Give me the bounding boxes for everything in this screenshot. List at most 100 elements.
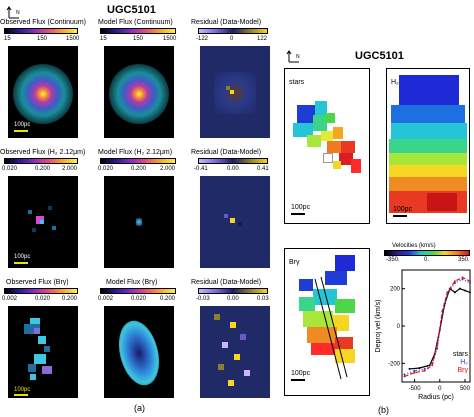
- row3-mod-label: Model Flux (Brγ): [106, 279, 157, 287]
- row2-scale-label: 100pc: [14, 253, 30, 261]
- brg-map: Brγ 100pc: [284, 248, 370, 396]
- row3-res-tick-1: 0.00: [227, 296, 239, 302]
- x-tick-label: 500: [460, 386, 471, 392]
- row2-obs-map: 100pc: [8, 176, 78, 268]
- stars-label: stars: [289, 79, 304, 87]
- x-axis-label: Radius (pc): [418, 394, 454, 401]
- h2-scale-label: 100pc: [393, 206, 412, 214]
- row2-mod-tick-1: 0.200: [131, 166, 146, 172]
- series-point-0: [459, 288, 461, 290]
- series-point-1: [424, 368, 426, 370]
- row1-mod-label: Model Flux (Continuum): [98, 19, 173, 27]
- row1-res-map: [200, 46, 270, 138]
- legend-entry: H₂: [460, 359, 468, 366]
- series-point-2: [461, 276, 463, 278]
- series-point-0: [464, 290, 466, 292]
- row1-res-tick-1: 0: [230, 36, 233, 42]
- row1-obs-label: Observed Flux (Continuum): [0, 19, 86, 27]
- velocity-bar-title: Velocities (km/s): [392, 242, 436, 250]
- y-axis-label: Deproj vel (km/s): [375, 300, 382, 353]
- compass-left: N: [6, 6, 22, 20]
- row2-res-tick-2: 0.41: [257, 166, 269, 172]
- row3-mod-colorbar: [100, 288, 176, 294]
- series-point-0: [419, 367, 421, 369]
- row1-mod-tick-1: 150: [133, 36, 143, 42]
- row3-res-colorbar: [198, 288, 268, 294]
- series-point-1: [414, 370, 416, 372]
- row3-mod-tick-2: 0.200: [160, 296, 175, 302]
- series-point-2: [431, 364, 433, 366]
- row1-mod-colorbar: [100, 28, 176, 34]
- right-title: UGC5101: [355, 50, 404, 62]
- series-point-0: [409, 368, 411, 370]
- row1-obs-tick-1: 150: [37, 36, 47, 42]
- row3-mod-tick-0: 0.002: [98, 296, 113, 302]
- y-tick-label: 0: [397, 324, 401, 330]
- row1-mod-tick-0: 15: [100, 36, 107, 42]
- stars-scale-label: 100pc: [291, 204, 310, 212]
- row3-obs-tick-0: 0.002: [2, 296, 17, 302]
- row2-obs-label: Observed Flux (H₂ 2.12μm): [0, 149, 85, 157]
- row3-res-label: Residual (Data-Model): [191, 279, 261, 287]
- stars-map: stars 100pc: [284, 68, 370, 224]
- series-point-2: [441, 310, 443, 312]
- rotation-curve-chart: -500 0 500 -200 0 200 Radius (pc) Deproj vel (k…: [374, 262, 474, 412]
- row2-res-tick-0: -0.41: [194, 166, 208, 172]
- row3-obs-tick-1: 0.020: [35, 296, 50, 302]
- legend-entry: stars: [453, 351, 469, 358]
- caption-b: (b): [378, 406, 389, 414]
- row2-res-map: [200, 176, 270, 268]
- row3-scale-label: 100pc: [14, 386, 30, 394]
- series-point-2: [436, 344, 438, 346]
- y-tick-label: -200: [388, 361, 401, 367]
- series-point-1: [404, 374, 406, 376]
- series-point-2: [414, 372, 416, 374]
- row2-obs-tick-2: 2.000: [62, 166, 77, 172]
- caption-a: (a): [134, 404, 145, 412]
- row2-res-tick-1: 0.00: [227, 166, 239, 172]
- x-tick-label: 0: [438, 386, 442, 392]
- y-tick-label: 200: [390, 287, 401, 293]
- compass-right: N: [286, 50, 302, 64]
- row2-mod-tick-2: 2.000: [160, 166, 175, 172]
- series-point-2: [454, 280, 456, 282]
- row3-obs-map: 100pc: [8, 306, 78, 398]
- row1-obs-tick-2: 1500: [66, 36, 79, 42]
- row1-scale-label: 100pc: [14, 121, 30, 129]
- row3-res-map: [200, 306, 270, 398]
- brg-scale-label: 100pc: [291, 370, 310, 378]
- h2-label: H₂: [391, 79, 399, 87]
- row2-obs-tick-1: 0.200: [35, 166, 50, 172]
- row2-res-label: Residual (Data-Model): [191, 149, 261, 157]
- row1-mod-tick-2: 1500: [163, 36, 176, 42]
- row2-mod-tick-0: 0.020: [98, 166, 113, 172]
- row1-res-tick-2: 122: [257, 36, 267, 42]
- compass-label: N: [296, 53, 300, 61]
- row3-res-tick-2: 0.03: [257, 296, 269, 302]
- row3-mod-tick-1: 0.020: [131, 296, 146, 302]
- left-title: UGC5101: [107, 4, 156, 16]
- series-point-0: [454, 291, 456, 293]
- row2-obs-colorbar: [4, 158, 78, 164]
- row2-mod-map: [104, 176, 174, 268]
- series-point-0: [469, 291, 471, 293]
- compass-label: N: [16, 9, 20, 17]
- row3-obs-label: Observed Flux (Brγ): [6, 279, 69, 287]
- row1-res-tick-0: -122: [196, 36, 208, 42]
- h2-map: H₂ 100pc: [386, 68, 470, 224]
- row1-obs-tick-0: 15: [4, 36, 11, 42]
- row2-mod-label: Model Flux (H₂ 2.12μm): [98, 149, 172, 157]
- x-tick-label: -500: [409, 386, 422, 392]
- row3-obs-tick-2: 0.200: [62, 296, 77, 302]
- row3-res-tick-0: -0.03: [196, 296, 210, 302]
- row2-res-colorbar: [198, 158, 268, 164]
- series-point-2: [424, 370, 426, 372]
- series-point-2: [469, 280, 471, 282]
- series-point-2: [446, 291, 448, 293]
- row1-obs-colorbar: [4, 28, 78, 34]
- row2-obs-tick-0: 0.020: [2, 166, 17, 172]
- row1-res-label: Residual (Data-Model): [191, 19, 261, 27]
- series-point-1: [469, 282, 471, 284]
- row3-obs-colorbar: [4, 288, 78, 294]
- velocity-colorbar: [384, 250, 470, 256]
